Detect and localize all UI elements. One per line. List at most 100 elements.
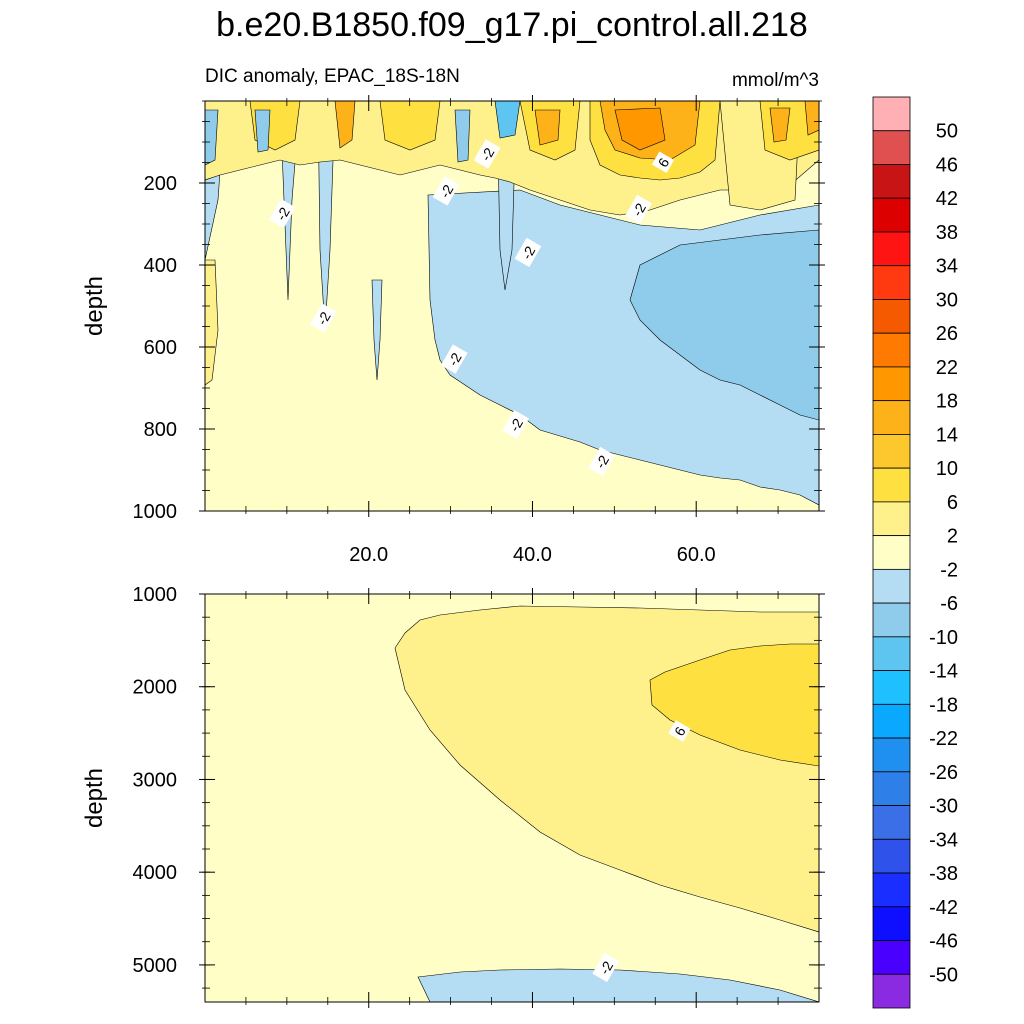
colorbar-swatch xyxy=(872,434,911,469)
upper-panel: 200 400 600 800 1000 20.0 40.0 60.0 depth xyxy=(81,95,825,566)
contour-label-bg xyxy=(625,194,652,225)
contour-label-bg xyxy=(651,151,675,173)
colorbar-label: 34 xyxy=(936,256,958,278)
colorbar-label: -2 xyxy=(940,559,958,581)
contour-label-bg xyxy=(502,410,530,440)
colorbar-swatch xyxy=(872,299,911,334)
colorbar-swatch xyxy=(872,130,911,165)
contour-label: -2 xyxy=(502,410,530,440)
contour-label: -2 xyxy=(514,237,542,268)
fill-level-plus18 xyxy=(614,107,666,151)
colorbar-swatch xyxy=(872,940,911,975)
upper-contour-fills xyxy=(205,101,819,511)
colorbar-label: -10 xyxy=(929,627,958,649)
fill-level-plus10 xyxy=(334,101,356,149)
contour-label-bg xyxy=(473,139,501,169)
colorbar-label: 38 xyxy=(936,222,958,244)
colorbar-label: -46 xyxy=(929,931,958,953)
contour-label-bg xyxy=(268,198,296,229)
upper-ylabel: depth xyxy=(81,276,108,336)
colorbar-swatch xyxy=(872,467,911,503)
fill-level-plus10 xyxy=(534,109,561,146)
contour-label-bg xyxy=(432,176,460,206)
colorbar-label: -38 xyxy=(929,863,958,885)
colorbar-swatch xyxy=(872,164,911,199)
colorbar-swatch xyxy=(872,670,911,705)
x-tick-label: 40.0 xyxy=(513,544,552,566)
lower-panel: 1000 2000 3000 4000 5000 depth xyxy=(81,584,825,1008)
colorbar-swatch xyxy=(872,332,911,368)
colorbar-label: -34 xyxy=(929,829,958,851)
chart-title: b.e20.B1850.f09_g17.pi_control.all.218 xyxy=(216,6,808,44)
colorbar-swatch xyxy=(872,636,911,671)
fill-level-plus2 xyxy=(205,259,219,386)
colorbar-swatch xyxy=(872,400,911,435)
contour-label: -2 xyxy=(588,446,615,477)
lower-axes: 1000 2000 3000 4000 5000 xyxy=(133,584,825,1008)
fill-level-plus6 xyxy=(649,643,819,767)
contour-label-bg xyxy=(668,720,691,742)
colorbar-swatch xyxy=(872,805,911,840)
colorbar-swatch xyxy=(872,501,911,537)
contour-labels: -2 -2 -2 -2 -2 -2 -2 -2 -2 6 6 -2 xyxy=(268,139,691,983)
contour-label: 6 xyxy=(651,151,675,173)
contour-label: 6 xyxy=(668,720,691,742)
y-tick-label: 5000 xyxy=(133,955,178,977)
fill-level-plus10 xyxy=(769,107,791,143)
colorbar-swatch xyxy=(872,568,911,604)
fill-blue-spot xyxy=(494,101,521,139)
contour-label: -2 xyxy=(625,194,652,225)
colorbar-label: 10 xyxy=(936,458,958,480)
colorbar-swatch xyxy=(872,973,911,1009)
colorbar-label: 18 xyxy=(936,391,958,413)
lower-plot-frame xyxy=(204,593,820,1003)
y-tick-label: 800 xyxy=(144,419,177,441)
x-tick-label: 20.0 xyxy=(349,544,388,566)
contour-label: -2 xyxy=(592,952,620,983)
colorbar-swatch xyxy=(872,96,911,132)
fill-level-minus6 xyxy=(629,229,819,421)
colorbar-label: 46 xyxy=(936,154,958,176)
fill-blue-spot xyxy=(205,109,219,166)
y-tick-label: 400 xyxy=(144,255,177,277)
y-tick-label: 2000 xyxy=(133,677,178,699)
colorbar-label: 42 xyxy=(936,188,958,210)
contour-label-bg xyxy=(588,446,615,477)
colorbar-label: -22 xyxy=(929,728,958,750)
chart-subtitle: DIC anomaly, EPAC_18S-18N xyxy=(205,66,460,87)
colorbar-swatch xyxy=(872,602,911,638)
fill-blue-spot xyxy=(454,109,471,163)
colorbar-swatch xyxy=(872,838,911,874)
colorbar-label: -18 xyxy=(929,694,958,716)
fill-blue-channel xyxy=(371,279,383,381)
colorbar-label: -6 xyxy=(940,593,958,615)
colorbar-label: -30 xyxy=(929,796,958,818)
fill-level-minus2 xyxy=(417,968,819,1002)
lower-contour-fills xyxy=(205,594,819,1002)
colorbar-label: -26 xyxy=(929,762,958,784)
colorbar-swatch xyxy=(872,366,911,402)
colorbar-swatch xyxy=(872,771,911,806)
colorbar-label: 22 xyxy=(936,357,958,379)
contour-label: -2 xyxy=(432,176,460,206)
y-tick-label: 1000 xyxy=(133,584,178,606)
fill-level-plus6 xyxy=(379,101,441,151)
upper-axes: 200 400 600 800 1000 20.0 40.0 60.0 xyxy=(133,95,825,566)
colorbar-label: -50 xyxy=(929,964,958,986)
colorbar-swatch xyxy=(872,703,911,739)
contour-label-bg xyxy=(309,303,337,333)
fill-blue-spot xyxy=(254,109,271,153)
contour-label: -2 xyxy=(440,344,468,374)
fill-level-plus10 xyxy=(804,101,819,136)
units-label: mmol/m^3 xyxy=(732,70,819,91)
y-tick-label: 1000 xyxy=(133,501,178,523)
contour-label: -2 xyxy=(268,198,296,229)
colorbar-swatch xyxy=(872,737,911,773)
colorbar-swatch xyxy=(872,197,911,233)
colorbar-label: 30 xyxy=(936,289,958,311)
colorbar-swatch xyxy=(872,535,911,570)
x-tick-label: 60.0 xyxy=(677,544,716,566)
colorbar-swatch xyxy=(872,265,911,300)
colorbar-label: -14 xyxy=(929,661,958,683)
